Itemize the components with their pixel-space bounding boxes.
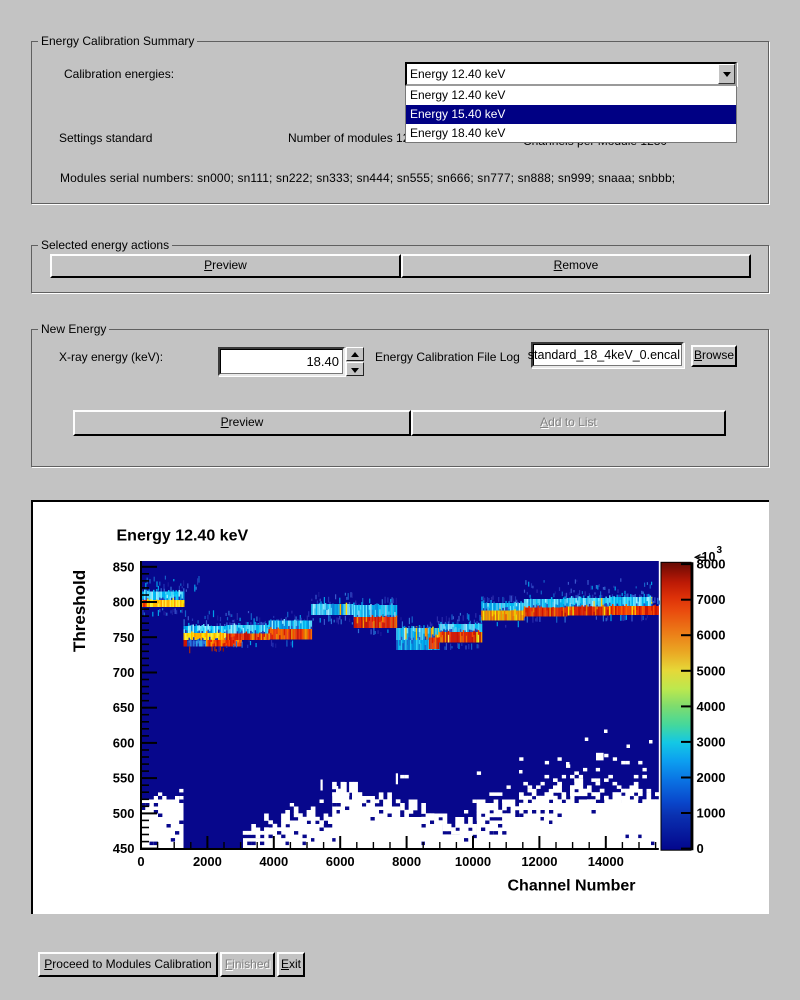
svg-text:10000: 10000 [455, 854, 491, 869]
svg-text:2000: 2000 [193, 854, 222, 869]
svg-text:8000: 8000 [697, 557, 726, 572]
svg-text:3000: 3000 [697, 734, 726, 749]
svg-text:8000: 8000 [392, 854, 421, 869]
svg-text:Energy 12.40 keV: Energy 12.40 keV [117, 528, 249, 545]
svg-text:4000: 4000 [259, 854, 288, 869]
svg-text:0: 0 [697, 841, 704, 856]
svg-text:5000: 5000 [697, 663, 726, 678]
svg-text:6000: 6000 [326, 854, 355, 869]
svg-text:1000: 1000 [697, 806, 726, 821]
svg-text:0: 0 [137, 854, 144, 869]
svg-text:6000: 6000 [697, 628, 726, 643]
svg-text:Threshold: Threshold [70, 570, 89, 652]
svg-text:7000: 7000 [697, 592, 726, 607]
svg-text:14000: 14000 [588, 854, 624, 869]
svg-text:750: 750 [113, 630, 135, 645]
svg-text:4000: 4000 [697, 699, 726, 714]
svg-text:850: 850 [113, 559, 135, 574]
svg-text:10: 10 [702, 550, 716, 564]
svg-text:800: 800 [113, 595, 135, 610]
svg-text:650: 650 [113, 700, 135, 715]
svg-text:500: 500 [113, 806, 135, 821]
svg-text:2000: 2000 [697, 770, 726, 785]
svg-text:12000: 12000 [521, 854, 557, 869]
svg-text:3: 3 [717, 545, 723, 556]
svg-text:450: 450 [113, 841, 135, 856]
svg-text:700: 700 [113, 665, 135, 680]
svg-text:550: 550 [113, 771, 135, 786]
svg-text:Channel Number: Channel Number [507, 878, 635, 895]
svg-text:600: 600 [113, 735, 135, 750]
